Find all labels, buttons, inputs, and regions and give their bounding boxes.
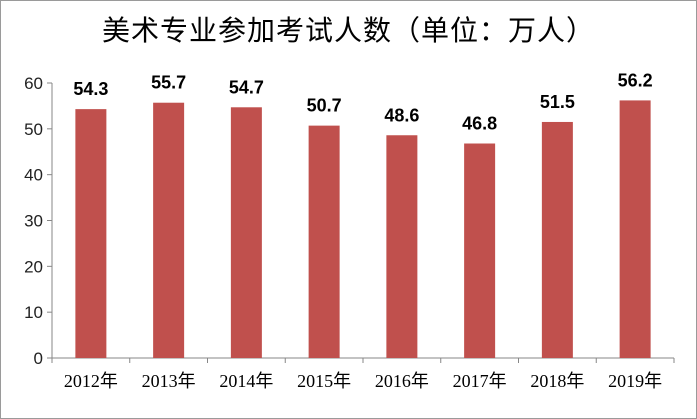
y-tick-label: 20 [24,257,43,276]
x-tick-label: 2016年 [375,371,429,391]
bar [386,135,418,358]
x-tick-label: 2015年 [297,371,351,391]
data-label: 54.3 [73,79,108,99]
bar [153,102,185,358]
y-tick-label: 40 [24,166,43,185]
x-tick-label: 2013年 [142,371,196,391]
y-tick-label: 50 [24,120,43,139]
data-label: 51.5 [540,92,575,112]
bar [75,109,107,358]
y-tick-label: 10 [24,303,43,322]
bar [541,121,573,358]
data-label: 54.7 [229,77,264,97]
y-tick-label: 0 [34,349,43,368]
chart-title: 美术专业参加考试人数（单位：万人） [101,14,595,47]
data-label: 48.6 [384,105,419,125]
y-tick-label: 30 [24,212,43,231]
data-label: 46.8 [462,114,497,134]
y-tick-label: 60 [24,74,43,93]
bar [464,143,496,358]
x-tick-label: 2014年 [219,371,273,391]
data-label: 55.7 [151,73,186,93]
data-label: 56.2 [618,70,653,90]
bar [619,100,651,359]
x-tick-label: 2017年 [453,371,507,391]
x-tick-label: 2012年 [64,371,118,391]
bar [308,125,340,358]
x-tick-label: 2018年 [530,371,584,391]
bar [230,107,262,359]
x-tick-label: 2019年 [608,371,662,391]
data-label: 50.7 [307,96,342,116]
